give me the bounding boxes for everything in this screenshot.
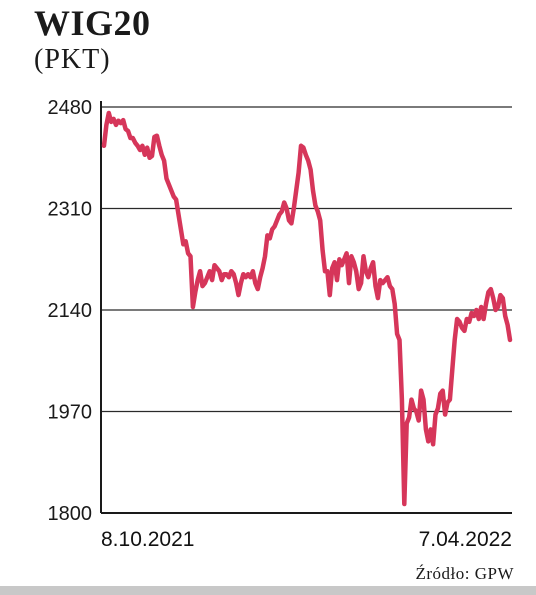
y-tick-label: 1970 [48, 402, 93, 424]
x-tick-label: 8.10.2021 [101, 528, 194, 551]
chart-title: WIG20 [34, 3, 151, 43]
source-label: Źródło: GPW [415, 564, 514, 583]
y-tick-label: 2140 [48, 300, 93, 322]
y-tick-label: 1800 [48, 503, 93, 525]
x-axis-ticks: 8.10.2021 7.04.2022 [101, 528, 512, 551]
x-tick-label: 7.04.2022 [419, 528, 512, 551]
chart-subtitle-unit: (PKT) [34, 44, 111, 75]
y-tick-label: 2480 [48, 97, 93, 119]
footer-bar [0, 586, 536, 595]
y-axis-ticks: 2480 2310 2140 1970 1800 [48, 97, 93, 525]
y-tick-label: 2310 [48, 199, 93, 221]
series-line-wig20 [101, 110, 513, 507]
